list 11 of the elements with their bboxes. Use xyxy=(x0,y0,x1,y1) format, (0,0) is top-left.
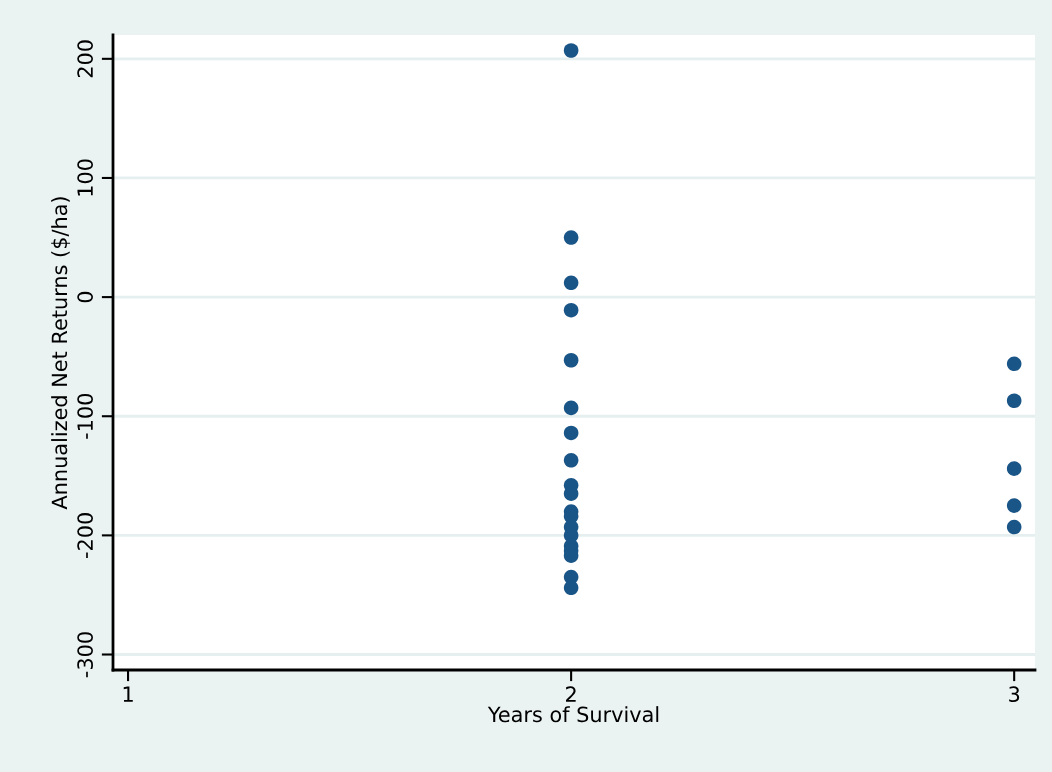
x-tick-label: 3 xyxy=(1009,686,1020,703)
x-tick-label: 1 xyxy=(123,686,133,702)
y-tick-label: 0 xyxy=(77,291,93,303)
x-axis-title: Years of Survival xyxy=(487,706,659,723)
y-tick-label: 100 xyxy=(77,159,93,196)
y-tick-label: -100 xyxy=(77,393,93,439)
y-tick-label: -200 xyxy=(77,513,93,558)
x-tick-label: 2 xyxy=(566,686,576,702)
y-axis-title: Annualized Net Returns ($/ha) xyxy=(51,197,71,510)
y-tick-label: -300 xyxy=(77,632,93,678)
y-tick-label: 200 xyxy=(77,40,93,78)
